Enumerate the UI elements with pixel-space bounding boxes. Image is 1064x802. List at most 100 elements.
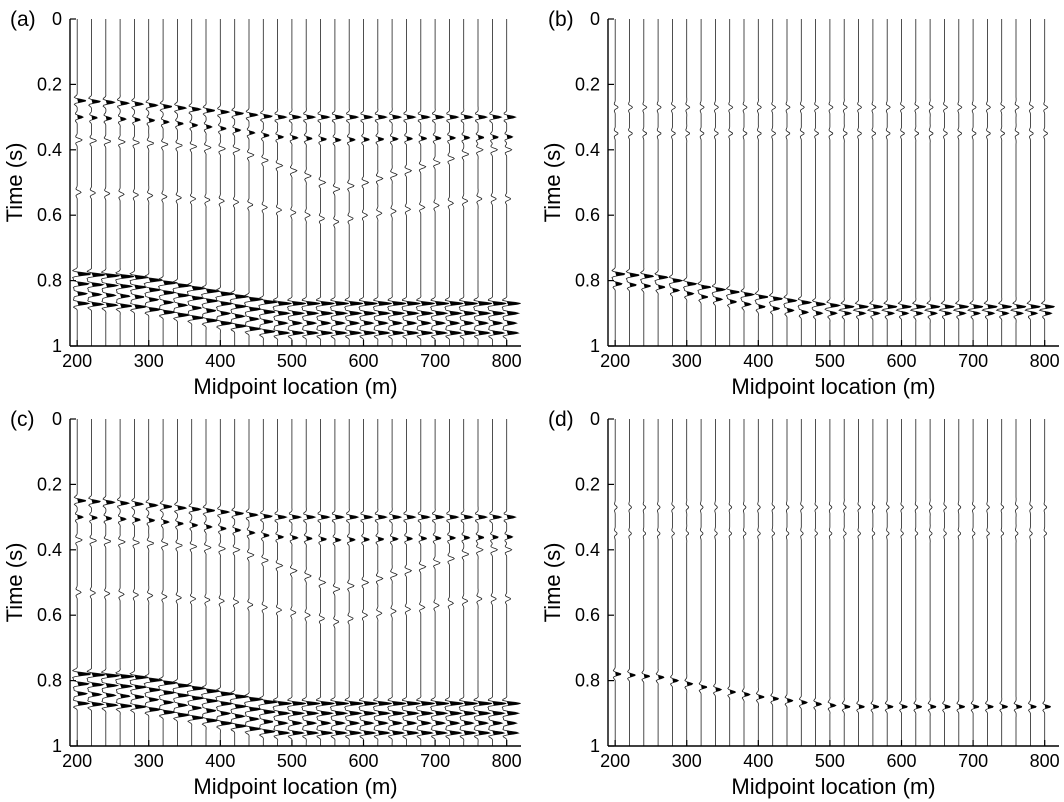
wiggle-trace [999,419,1008,746]
y-tick-label: 0 [52,9,62,29]
wiggle-trace [639,19,654,346]
wiggle-trace [258,19,279,346]
x-tick-label: 500 [277,751,307,771]
trace-fill [729,690,736,694]
wiggle-trace [272,419,292,746]
trace-fill [915,704,922,709]
trace-fill [234,511,249,728]
trace-fill [1030,304,1041,316]
y-tick-label: 0.6 [575,605,600,625]
x-tick-label: 600 [348,751,378,771]
wiggle-trace [797,19,813,346]
wiggle-trace [1027,419,1037,746]
wiggle-trace [711,19,727,346]
trace-fill [206,508,220,723]
trace-fill [249,113,263,331]
trace-fill [392,115,407,335]
wiggle-trace [697,19,712,346]
x-tick-label: 500 [815,351,845,371]
wiggle-trace [970,419,980,746]
wiggle-trace [811,19,827,346]
x-tick-label: 500 [277,351,307,371]
wiggle-trace [115,419,135,746]
trace-fill [887,704,894,709]
panel-label: (d) [548,408,574,431]
wiggle-trace [172,19,192,346]
wiggle-trace [401,19,421,346]
y-tick-label: 0.8 [575,671,600,691]
trace-fill [901,304,912,316]
trace-fill [392,515,407,735]
trace-fill [406,515,421,735]
trace-fill [872,704,879,709]
wiggle-trace [938,19,955,346]
panel-label: (c) [10,408,35,431]
y-tick-label: 1 [590,336,600,356]
wiggle-trace [215,19,235,346]
y-axis-label: Time (s) [540,143,565,223]
trace-fill [858,304,869,316]
wiggle-trace [444,19,464,346]
y-tick-label: 0 [590,9,600,29]
wiggle-trace [682,19,698,346]
trace-fill [220,110,235,326]
x-axis-label: Midpoint location (m) [193,774,397,799]
trace-fill [973,304,984,316]
trace-fill [163,504,178,715]
trace-fill [234,111,249,328]
trace-fill [1044,704,1051,709]
trace-fill [120,501,135,708]
trace-fill [349,115,364,335]
trace-fill [177,106,192,317]
y-tick-label: 0.2 [37,474,62,494]
wiggle-trace [487,19,507,346]
y-tick-label: 0.8 [37,271,62,291]
wiggle-trace [415,19,435,346]
trace-fill [449,515,464,735]
trace-fill [629,673,636,678]
wiggle-trace [899,419,908,746]
trace-fill [930,304,941,316]
x-axis-label: Midpoint location (m) [731,774,935,799]
trace-fill [1016,704,1022,709]
wiggle-trace [884,419,894,746]
wiggle-trace [157,419,179,746]
traces [612,419,1051,746]
wiggle-trace [387,419,407,746]
wiggle-trace [358,419,378,746]
wiggle-trace [698,419,708,746]
trace-fill [320,115,335,335]
trace-fill [658,275,669,290]
trace-fill [801,700,808,705]
trace-fill [758,295,769,309]
wiggle-trace [501,19,521,346]
trace-fill [306,515,321,735]
trace-fill [134,102,149,309]
wiggle-trace [741,419,751,746]
trace-fill [363,115,378,335]
trace-fill [320,515,335,735]
x-tick-label: 400 [205,751,235,771]
y-tick-label: 0.6 [575,205,600,225]
wiggle-trace [770,419,779,746]
trace-fill [377,115,392,335]
wiggle-trace [473,19,493,346]
x-tick-label: 800 [1030,351,1060,371]
trace-fill [829,703,836,708]
x-axis-label: Midpoint location (m) [731,374,935,399]
wiggle-trace [838,19,855,346]
wiggle-trace [1024,19,1041,346]
wiggle-trace [627,419,636,746]
wiggle-trace [866,19,884,346]
trace-fill [163,104,178,315]
x-tick-label: 700 [958,751,988,771]
y-tick-label: 0.6 [37,205,62,225]
y-tick-label: 0.4 [37,140,62,160]
trace-fill [334,515,349,735]
wiggle-trace [909,19,927,346]
wiggle-trace [229,419,249,746]
trace-fill [449,115,464,335]
trace-fill [672,678,679,683]
wiggle-trace [956,419,966,746]
